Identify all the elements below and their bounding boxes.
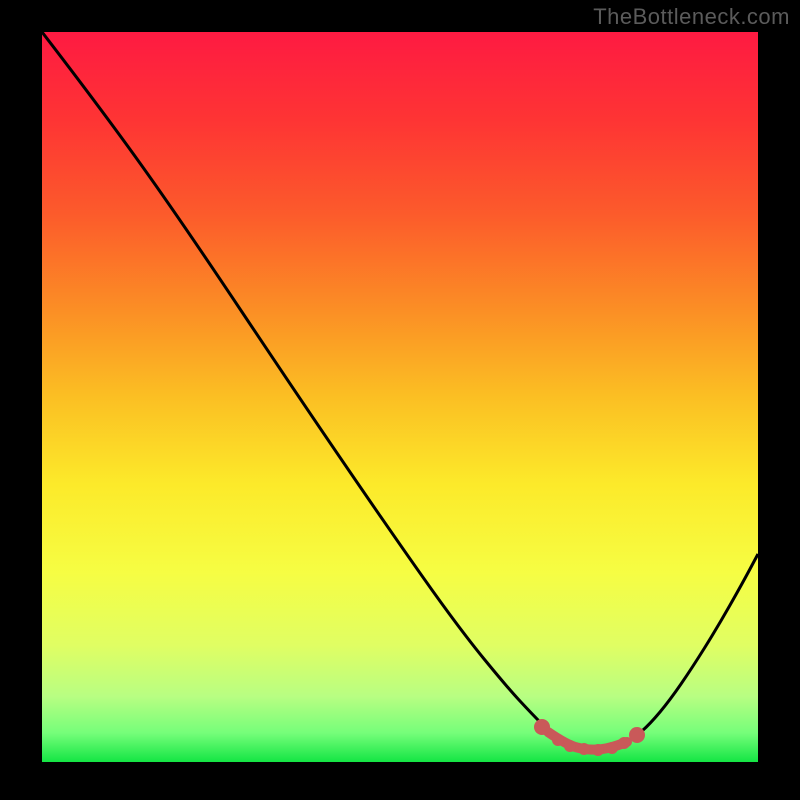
optimal-point-marker <box>629 727 645 743</box>
optimal-point-marker <box>592 744 604 756</box>
optimal-point-marker <box>564 740 576 752</box>
bottleneck-curve <box>42 32 758 749</box>
watermark-text: TheBottleneck.com <box>593 4 790 30</box>
optimal-point-marker <box>552 734 564 746</box>
chart-frame: TheBottleneck.com <box>0 0 800 800</box>
plot-area <box>42 32 758 762</box>
optimal-point-marker <box>606 742 618 754</box>
chart-svg <box>42 32 758 762</box>
optimal-point-marker <box>534 719 550 735</box>
optimal-point-marker <box>618 737 630 749</box>
optimal-point-marker <box>578 743 590 755</box>
